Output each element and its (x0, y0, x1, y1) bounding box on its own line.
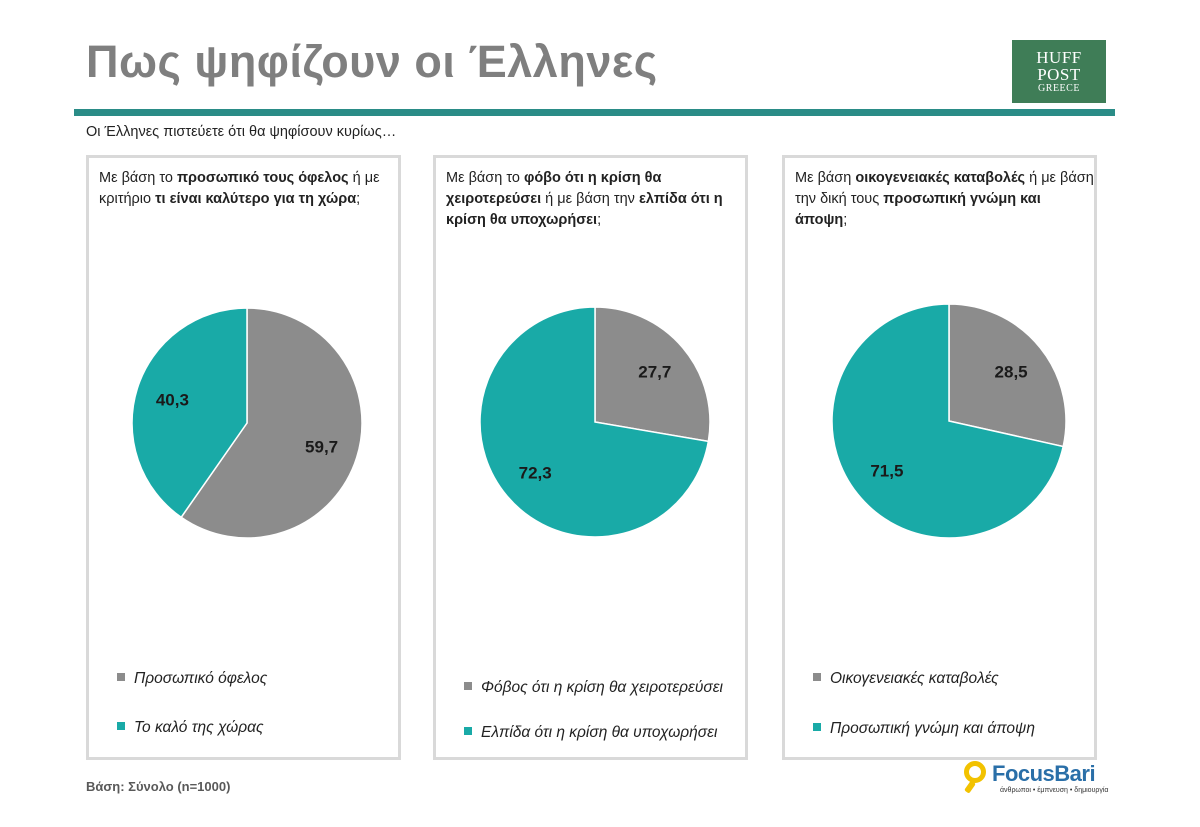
pie-data-label-2: 72,3 (519, 463, 552, 482)
pie-slice-1 (180, 307, 363, 539)
question-bold-1: φόβο ότι η κρίση θα χειροτερεύσει (446, 170, 662, 207)
pie-slice-1 (948, 303, 1067, 448)
legend-label: Προσωπικό όφελος (134, 670, 268, 687)
legend-item-2: Ελπίδα ότι η κρίση θα υποχωρήσει (464, 724, 717, 742)
brand-name: FocusBari (992, 761, 1096, 786)
question-text: ή με βάση την δική τους (795, 170, 1094, 207)
legend-swatch-teal (464, 727, 472, 735)
logo-line-2: POST (1037, 65, 1081, 84)
question-text: Με βάση το (99, 170, 177, 186)
sample-base-note: Βάση: Σύνολο (n=1000) (86, 779, 231, 794)
panel-question: Με βάση οικογενειακές καταβολές ή με βάσ… (795, 168, 1095, 231)
question-text: Με βάση (795, 170, 856, 186)
legend-swatch-gray (813, 673, 821, 681)
legend-label: Το καλό της χώρας (134, 719, 264, 736)
pie-data-label-2: 40,3 (156, 391, 189, 410)
pie-data-label-2: 71,5 (870, 462, 903, 481)
question-text: ; (597, 212, 602, 228)
huffpost-greece-logo: HUFF POST GREECE (1012, 40, 1106, 103)
pie-slice-1 (594, 306, 711, 443)
legend-label: Οικογενειακές καταβολές (830, 670, 999, 687)
pie-slice-2 (831, 303, 1065, 539)
pie-chart-1: 59,7 40,3 (131, 307, 363, 539)
legend-label: Ελπίδα ότι η κρίση θα υποχωρήσει (481, 724, 718, 741)
legend-swatch-gray (117, 673, 125, 681)
pie-chart-2: 27,7 72,3 (479, 306, 711, 538)
legend-label: Προσωπική γνώμη και άποψη (830, 720, 1035, 737)
legend-item-2: Προσωπική γνώμη και άποψη (813, 720, 1035, 738)
panel-question: Με βάση το φόβο ότι η κρίση θα χειροτερε… (446, 168, 746, 231)
question-bold-2: τι είναι καλύτερο για τη χώρα (155, 191, 357, 207)
magnifier-handle-icon (964, 780, 976, 794)
pie-data-label-1: 27,7 (638, 363, 671, 382)
pie-chart-3: 28,5 71,5 (831, 303, 1067, 539)
question-text: ; (843, 212, 848, 228)
pie-slice-2 (479, 306, 710, 538)
chart-panel-1: Με βάση το προσωπικό τους όφελος ή με κρ… (86, 155, 401, 760)
brand-tagline: άνθρωποι • έμπνευση • δημιουργία (1000, 787, 1109, 794)
question-bold-1: οικογενειακές καταβολές (855, 170, 1026, 186)
legend-item-1: Προσωπικό όφελος (117, 670, 267, 688)
logo-line-1: HUFF (1036, 48, 1082, 67)
page-title: Πως ψηφίζουν οι Έλληνες (86, 36, 658, 87)
header-divider (74, 109, 1115, 116)
legend-item-1: Φόβος ότι η κρίση θα χειροτερεύσει (464, 679, 723, 697)
question-bold-2: προσωπική γνώμη και άποψη (795, 191, 1041, 228)
question-text: ; (356, 191, 361, 207)
question-text: ή με βάση την (541, 191, 639, 207)
question-subtitle: Οι Έλληνες πιστεύετε ότι θα ψηφίσουν κυρ… (86, 124, 397, 140)
legend-item-1: Οικογενειακές καταβολές (813, 670, 999, 688)
chart-panel-2: Με βάση το φόβο ότι η κρίση θα χειροτερε… (433, 155, 748, 760)
focusbari-logo: FocusBari άνθρωποι • έμπνευση • δημιουργ… (964, 757, 1114, 799)
legend-swatch-teal (117, 722, 125, 730)
pie-data-label-1: 28,5 (995, 362, 1028, 381)
question-text: ή με κριτήριο (99, 170, 380, 207)
legend-item-2: Το καλό της χώρας (117, 719, 264, 737)
logo-line-3: GREECE (1038, 83, 1080, 94)
question-text: Με βάση το (446, 170, 524, 186)
pie-slice-2 (131, 307, 248, 519)
legend-swatch-gray (464, 682, 472, 690)
question-bold-2: ελπίδα ότι η κρίση θα υποχωρήσει (446, 191, 723, 228)
legend-label: Φόβος ότι η κρίση θα χειροτερεύσει (481, 679, 723, 696)
panel-question: Με βάση το προσωπικό τους όφελος ή με κρ… (99, 168, 399, 210)
magnifier-icon (964, 761, 986, 783)
question-bold-1: προσωπικό τους όφελος (176, 170, 349, 186)
pie-data-label-1: 59,7 (305, 438, 338, 457)
legend-swatch-teal (813, 723, 821, 731)
chart-panel-3: Με βάση οικογενειακές καταβολές ή με βάσ… (782, 155, 1097, 760)
